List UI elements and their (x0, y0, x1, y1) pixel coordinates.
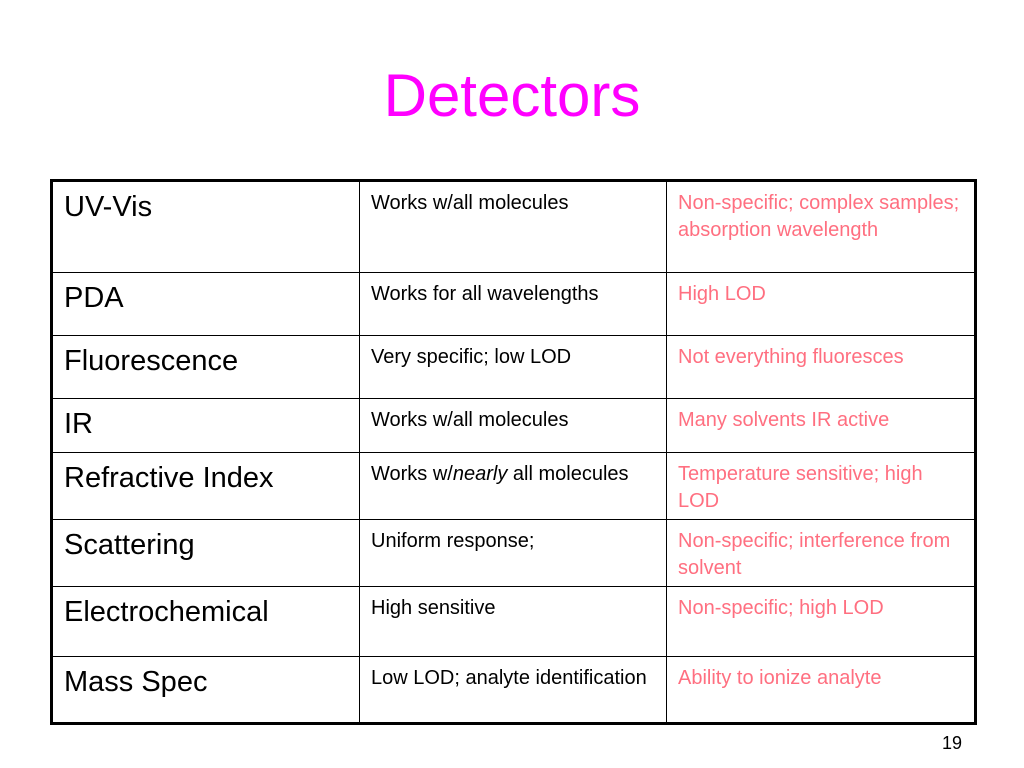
table-row: Refractive Index Works w/nearly all mole… (51, 452, 976, 520)
advantage-text-end: all molecules (507, 463, 629, 485)
detector-name: Refractive Index (51, 452, 360, 520)
slide-title: Detectors (383, 62, 641, 129)
detector-limitation: Not everything fluoresces (666, 335, 976, 399)
detector-limitation: Non-specific; high LOD (666, 586, 976, 657)
table-row: Electrochemical High sensitive Non-speci… (51, 586, 976, 657)
advantage-emphasis: nearly (452, 463, 508, 485)
detector-advantage: Works w/all molecules (359, 180, 667, 273)
detector-limitation: Non-specific; complex samples; absorptio… (666, 180, 976, 273)
detector-advantage: Works for all wavelengths (359, 272, 667, 336)
detector-limitation: Many solvents IR active (666, 398, 976, 453)
detector-name: UV-Vis (51, 180, 360, 273)
detector-name: Scattering (51, 519, 360, 587)
detector-advantage: Low LOD; analyte identification (359, 656, 667, 724)
detector-name: IR (51, 398, 360, 453)
detector-advantage: Works w/all molecules (359, 398, 667, 453)
page-number: 19 (941, 733, 962, 753)
detector-limitation: Non-specific; interference from solvent (666, 519, 976, 587)
detector-advantage: Very specific; low LOD (359, 335, 667, 399)
advantage-text-start: Works w/ (371, 463, 453, 485)
table-row: UV-Vis Works w/all molecules Non-specifi… (51, 180, 976, 273)
table-row: Mass Spec Low LOD; analyte identificatio… (51, 656, 976, 724)
detector-name: Mass Spec (51, 656, 360, 724)
detector-name: PDA (51, 272, 360, 336)
detectors-table: UV-Vis Works w/all molecules Non-specifi… (50, 179, 977, 725)
detector-limitation: High LOD (666, 272, 976, 336)
table-row: Fluorescence Very specific; low LOD Not … (51, 335, 976, 399)
table-row: PDA Works for all wavelengths High LOD (51, 272, 976, 336)
table-row: IR Works w/all molecules Many solvents I… (51, 398, 976, 453)
detector-advantage: High sensitive (359, 586, 667, 657)
detector-name: Electrochemical (51, 586, 360, 657)
detector-advantage: Uniform response; (359, 519, 667, 587)
detector-limitation: Temperature sensitive; high LOD (666, 452, 976, 520)
detector-name: Fluorescence (51, 335, 360, 399)
detectors-table-body: UV-Vis Works w/all molecules Non-specifi… (51, 180, 976, 724)
detector-advantage: Works w/nearly all molecules (359, 452, 667, 520)
detector-limitation: Ability to ionize analyte (666, 656, 976, 724)
table-row: Scattering Uniform response; Non-specifi… (51, 519, 976, 587)
